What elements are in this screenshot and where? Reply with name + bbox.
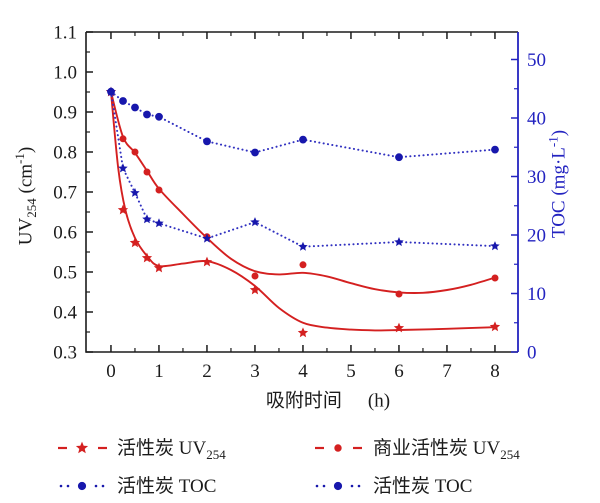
fit-curve-0 (110, 91, 496, 332)
tick-label: 1.1 (53, 23, 77, 44)
tick-label: 0.3 (53, 343, 77, 364)
tick-label: 0.8 (53, 143, 77, 164)
legend-label: 商业活性炭 UV254 (373, 438, 520, 462)
legend: 活性炭 UV254 商业活性炭 UV254 活性炭 TOC 活性炭 TOC (58, 433, 520, 501)
tick-label: 5 (346, 361, 356, 382)
legend-marker-star-dash-icon (58, 441, 107, 454)
tick-label: 0.9 (53, 103, 77, 124)
tick-label: 0 (527, 343, 537, 364)
tick-label: 1 (154, 361, 164, 382)
series-markers-2 (106, 86, 500, 251)
tick-label: 3 (250, 361, 260, 382)
legend-label: 活性炭 TOC (117, 475, 217, 497)
y-axis-label-right: TOC (mg·L-1) (545, 129, 570, 239)
y-axis-label-left: UV254 (cm-1) (11, 146, 40, 246)
tick-label: 20 (527, 225, 546, 246)
legend-label: 活性炭 UV254 (117, 438, 226, 462)
tick-label: 30 (527, 167, 546, 188)
axes-spines (85, 31, 519, 353)
tick-label: 0.4 (53, 303, 77, 324)
legend-item-huoxingtan-toc-1: 活性炭 TOC (58, 471, 314, 501)
legend-marker-circle-dash-icon (315, 444, 362, 452)
dotted-line-3 (110, 90, 496, 159)
tick-label: 0.6 (53, 223, 77, 244)
legend-marker-circle-dot-icon (59, 481, 105, 490)
series-markers-3 (107, 87, 499, 162)
tick-label: 0.7 (53, 183, 77, 204)
tick-label: 6 (394, 361, 404, 382)
legend-label: 活性炭 TOC (373, 475, 473, 497)
tick-label: 2 (202, 361, 212, 382)
tick-label: 7 (442, 361, 452, 382)
tick-label: 8 (490, 361, 500, 382)
legend-item-huoxingtan-toc-2: 活性炭 TOC (314, 471, 520, 501)
tick-label: 4 (298, 361, 308, 382)
axis-ticks: 0.3 0.4 0.5 0.6 0.7 0.8 0.9 1.0 1.1 0 1 2 3 4 5 6 7 8 0 10 2… (53, 23, 546, 383)
tick-label: 10 (527, 284, 546, 305)
legend-item-huoxingtan-uv254: 活性炭 UV254 (58, 433, 314, 463)
dotted-line-2 (110, 90, 496, 248)
tick-label: 50 (527, 50, 546, 71)
legend-marker-circle-dot-icon (315, 481, 361, 490)
tick-label: 40 (527, 108, 546, 129)
x-axis-label: 吸附时间 (h) (265, 390, 391, 412)
series-lines (110, 90, 496, 332)
series-markers-0 (105, 86, 501, 338)
tick-label: 0.5 (53, 263, 77, 284)
legend-item-shangye-huoxingtan-uv254: 商业活性炭 UV254 (314, 433, 520, 463)
tick-label: 0 (106, 361, 116, 382)
tick-label: 1.0 (53, 63, 77, 84)
